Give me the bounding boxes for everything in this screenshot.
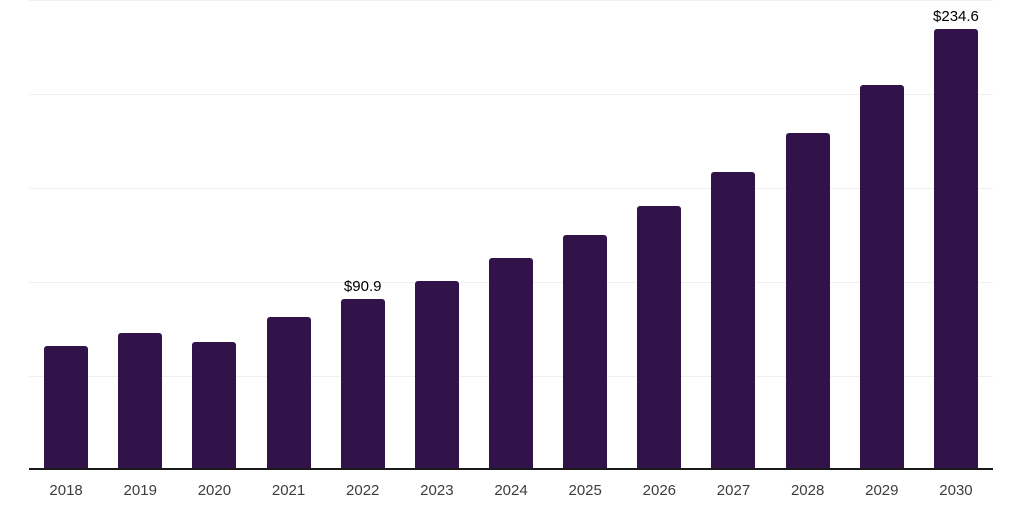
bar-2027 [711,172,756,470]
bar-2021 [266,316,311,470]
bar-2022: $90.9 [340,278,385,470]
bar-slot-2018 [29,0,103,470]
bar-2025 [563,235,608,470]
x-tick-2020: 2020 [197,482,232,499]
x-tick-2026: 2026 [642,482,677,499]
bar-slot-2030: $234.6 [919,0,993,470]
x-tick-2030: 2030 [939,482,973,499]
x-axis-tick-labels: 2018 2019 2020 2021 2022 2023 2024 2025 2026 2027… [29,470,993,512]
bar-slot-2029 [845,0,919,470]
bar-slot-2024 [474,0,548,470]
bar-slot-2021 [251,0,325,470]
bar-slot-2027 [696,0,770,470]
bar-2028 [785,132,830,470]
gridline-250 [29,0,993,1]
bar-slot-2020 [177,0,251,470]
bar-slot-2025 [548,0,622,470]
bar-slot-2019 [103,0,177,470]
bar-slot-2022: $90.9 [326,0,400,470]
data-label-2030: $234.6 [933,7,979,25]
x-tick-2023: 2023 [420,482,454,499]
x-tick-2028: 2028 [790,482,825,499]
x-tick-2024: 2024 [494,482,528,499]
bars-row: $90.9 $234.6 [29,0,993,470]
x-tick-2029: 2029 [865,482,899,499]
x-axis-line [29,468,993,470]
gridline-150 [29,188,993,189]
x-tick-2018: 2018 [49,482,83,499]
bar-2020 [192,341,237,470]
x-tick-2019: 2019 [123,482,157,499]
bar-2019 [118,333,163,470]
bar-slot-2026 [622,0,696,470]
bar-2030: $234.6 [933,8,979,470]
bar-slot-2028 [771,0,845,470]
plot-area: $90.9 $234.6 [29,0,993,470]
x-tick-2022: 2022 [346,482,380,499]
bar-slot-2023 [400,0,474,470]
bar-2023 [414,281,459,470]
data-label-2022: $90.9 [343,278,382,296]
gridline-200 [29,94,993,95]
bar-2018 [44,345,89,470]
bar-2026 [637,206,682,470]
bar-2029 [859,84,904,470]
bar-2024 [489,258,534,470]
x-tick-2021: 2021 [271,482,306,499]
x-tick-2025: 2025 [568,482,602,499]
x-tick-2027: 2027 [716,482,751,499]
